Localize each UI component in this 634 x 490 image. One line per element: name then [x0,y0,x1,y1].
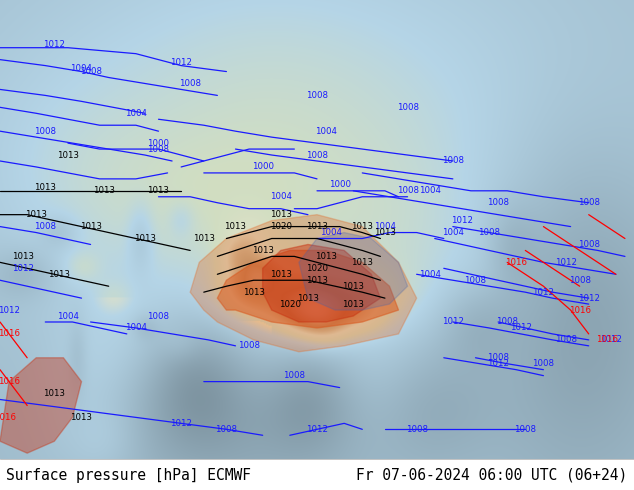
Text: 1004: 1004 [57,312,79,320]
Text: 1000: 1000 [328,180,351,189]
Text: 1000: 1000 [148,139,169,147]
Text: 1013: 1013 [270,270,292,279]
Text: 1013: 1013 [193,234,215,243]
Text: 1008: 1008 [80,67,101,76]
Polygon shape [190,215,417,352]
Text: 1020: 1020 [279,299,301,309]
Text: 1013: 1013 [224,222,247,231]
Text: 1013: 1013 [80,222,101,231]
Text: 1012: 1012 [555,258,577,267]
Text: 1012: 1012 [0,306,20,315]
Text: 1004: 1004 [125,109,147,118]
Text: 1013: 1013 [342,299,364,309]
Text: 1008: 1008 [397,186,418,196]
Text: 1008: 1008 [216,425,237,434]
Text: 1008: 1008 [487,198,509,207]
Text: 1013: 1013 [57,150,79,160]
Text: 1008: 1008 [569,276,591,285]
Text: 1013: 1013 [134,234,156,243]
Text: 1013: 1013 [252,246,274,255]
Text: 1012: 1012 [600,335,623,344]
Text: 1008: 1008 [555,335,577,344]
Text: 1013: 1013 [70,413,93,422]
Text: 1004: 1004 [419,270,441,279]
Text: 1008: 1008 [306,150,328,160]
Text: 1008: 1008 [148,312,169,320]
Text: 1004: 1004 [442,228,464,237]
Text: 1008: 1008 [496,318,518,326]
Text: 1013: 1013 [342,282,364,291]
Polygon shape [299,233,408,310]
Text: 1008: 1008 [306,91,328,100]
Text: 1008: 1008 [478,228,500,237]
Polygon shape [217,250,399,328]
Text: 1013: 1013 [351,258,373,267]
Text: 1013: 1013 [306,276,328,285]
Text: 1013: 1013 [306,222,328,231]
Text: 1008: 1008 [34,222,56,231]
Polygon shape [262,245,380,322]
Text: 1008: 1008 [442,156,464,166]
Text: 1016: 1016 [596,335,618,344]
Text: 1008: 1008 [179,79,201,88]
Text: 1020: 1020 [270,222,292,231]
Text: 1012: 1012 [510,323,532,332]
Text: 1013: 1013 [25,210,47,219]
Text: 1013: 1013 [11,252,34,261]
Text: 1008: 1008 [406,425,427,434]
Text: 1012: 1012 [451,216,473,225]
Text: 1008: 1008 [578,240,600,249]
Text: 1012: 1012 [43,40,65,49]
Text: 1012: 1012 [306,425,328,434]
Text: 1008: 1008 [397,103,418,112]
Text: 1008: 1008 [238,342,260,350]
Text: 1004: 1004 [374,222,396,231]
Text: 1013: 1013 [148,186,169,196]
Text: 1008: 1008 [34,127,56,136]
Text: 1016: 1016 [0,329,20,339]
Text: 1013: 1013 [297,294,319,303]
Text: 1004: 1004 [70,64,93,73]
Text: 1008: 1008 [283,371,306,380]
Text: Fr 07-06-2024 06:00 UTC (06+24): Fr 07-06-2024 06:00 UTC (06+24) [356,467,628,483]
Text: 1016: 1016 [505,258,527,267]
Text: 1013: 1013 [315,252,337,261]
Text: 1016: 1016 [569,306,591,315]
Text: 1012: 1012 [578,294,600,303]
Text: 1008: 1008 [148,145,169,153]
Text: 1020: 1020 [306,264,328,273]
Text: 1013: 1013 [48,270,70,279]
Text: 1012: 1012 [487,359,509,368]
Text: 1013: 1013 [270,210,292,219]
Polygon shape [0,358,82,453]
Text: 1012: 1012 [11,264,34,273]
Text: 1012: 1012 [533,288,554,296]
Text: 1004: 1004 [320,228,342,237]
Text: 1016: 1016 [0,377,20,386]
Text: 1016: 1016 [0,413,15,422]
Text: 1008: 1008 [578,198,600,207]
Text: 1004: 1004 [270,192,292,201]
Text: 1004: 1004 [315,127,337,136]
Text: 1012: 1012 [170,419,192,428]
Text: Surface pressure [hPa] ECMWF: Surface pressure [hPa] ECMWF [6,467,251,483]
Text: 1008: 1008 [514,425,536,434]
Text: 1012: 1012 [442,318,464,326]
Text: 1013: 1013 [43,389,65,398]
Text: 1013: 1013 [351,222,373,231]
Text: 1013: 1013 [34,183,56,193]
Text: 1013: 1013 [243,288,264,296]
Text: 1008: 1008 [533,359,554,368]
Text: 1004: 1004 [125,323,147,332]
Text: 1012: 1012 [170,58,192,67]
Text: 1013: 1013 [93,186,115,196]
Text: 1008: 1008 [465,276,486,285]
Text: 1013: 1013 [374,228,396,237]
Text: 1000: 1000 [252,163,274,172]
Text: 1008: 1008 [487,353,509,362]
Text: 1004: 1004 [419,186,441,196]
